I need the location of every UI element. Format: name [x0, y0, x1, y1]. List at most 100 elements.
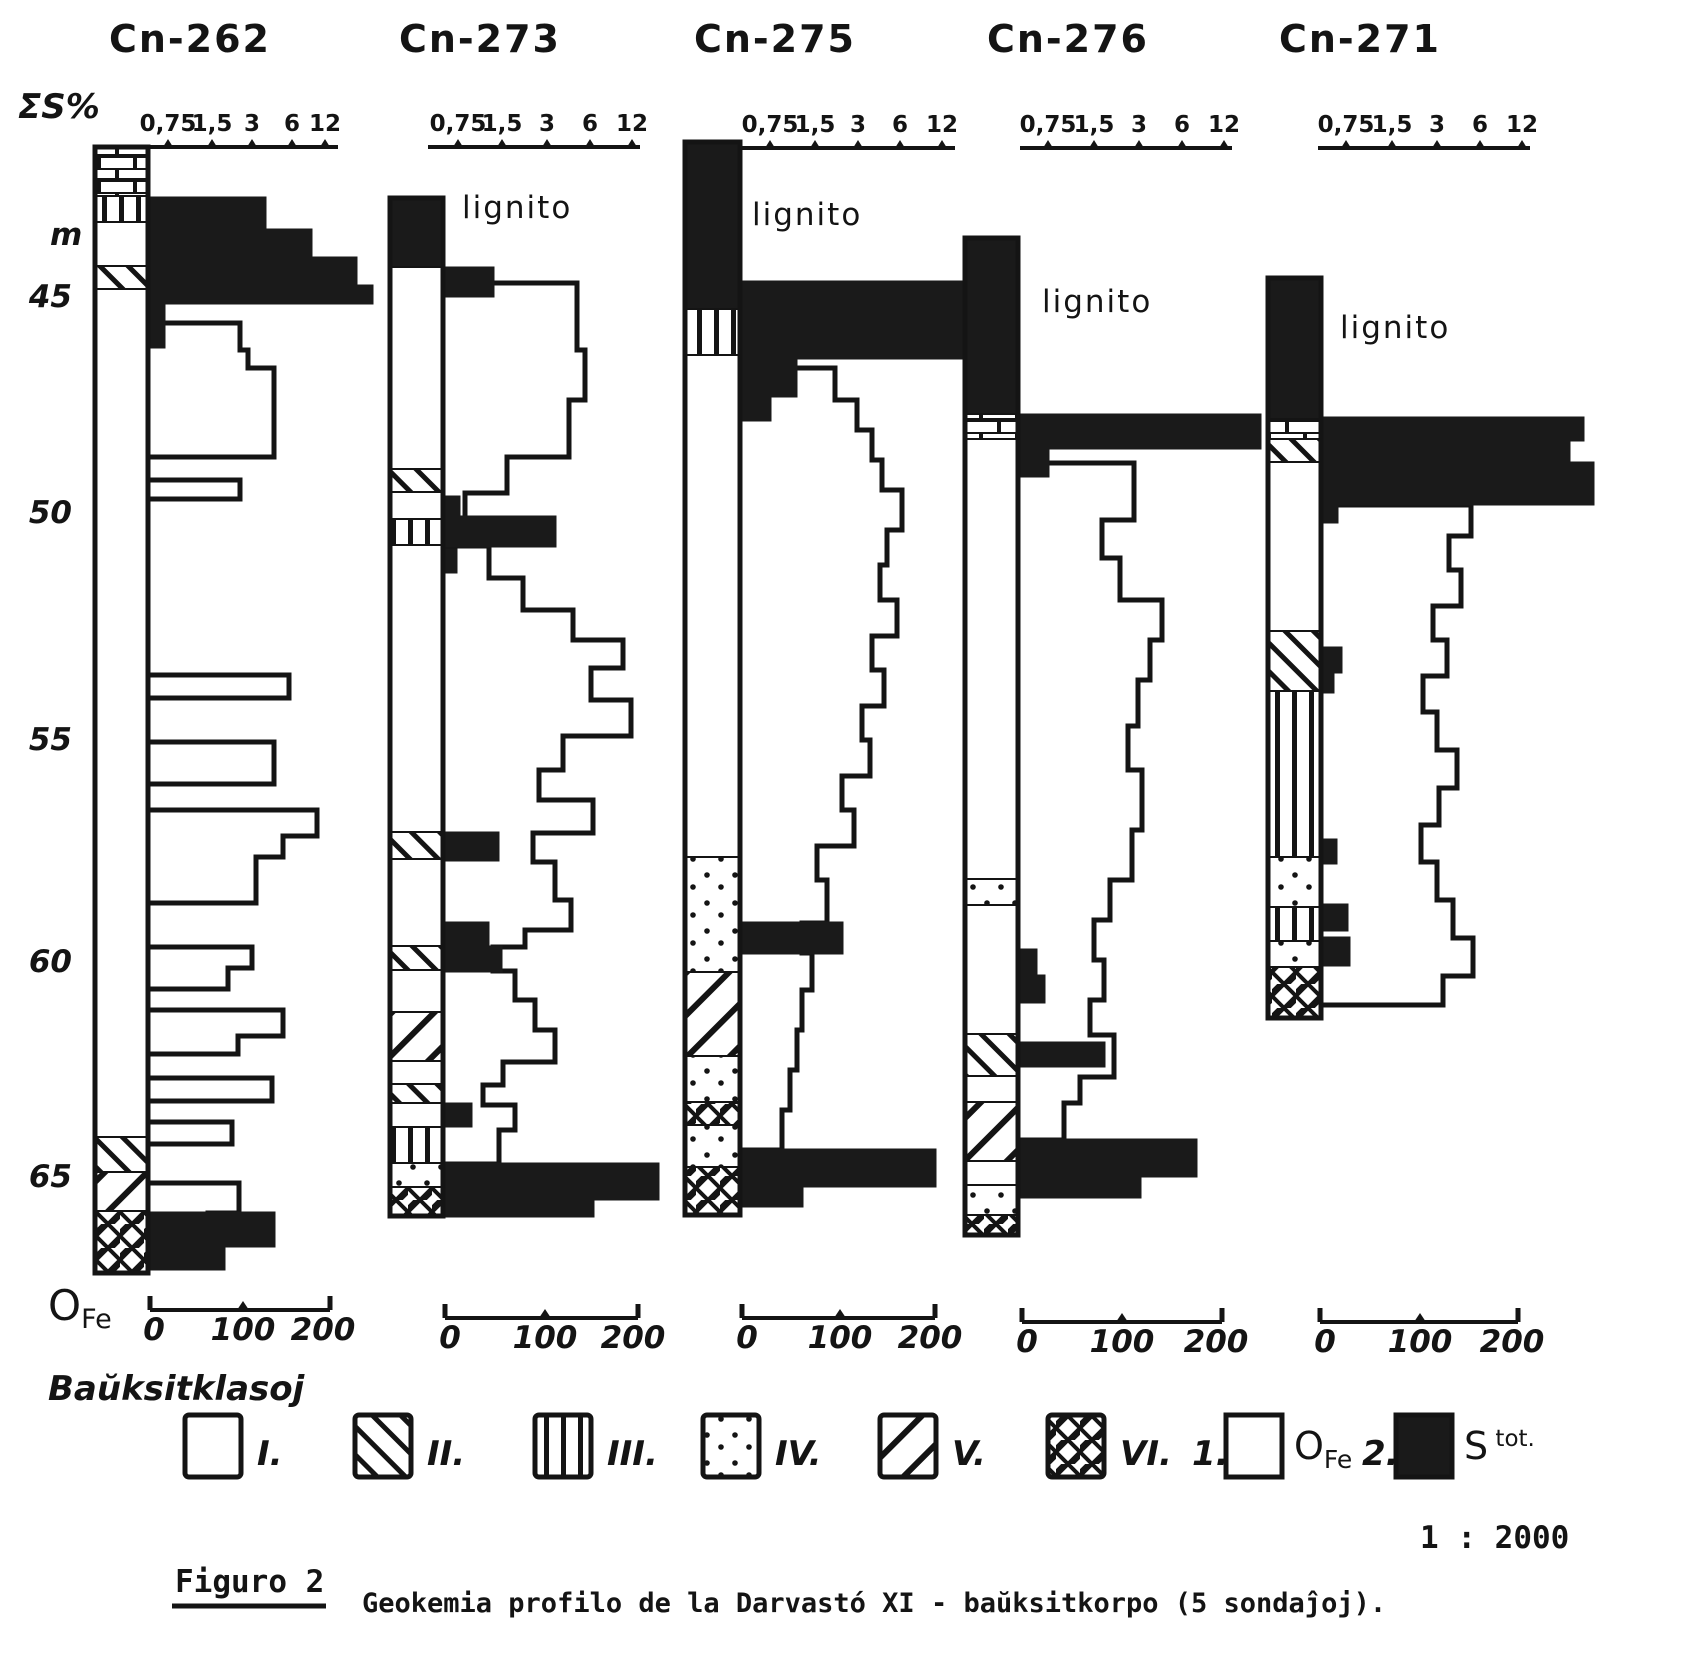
legend-series-number: 2.	[1362, 1434, 1399, 1474]
Cn-275-lith-V	[685, 973, 740, 1057]
Cn-276-lignito-label: lignito	[1042, 284, 1152, 320]
Cn-262-s-profile	[146, 196, 374, 349]
Cn-273-s-axis-tick-label: 12	[616, 111, 648, 137]
Cn-271-fe-axis-tick	[1414, 1313, 1426, 1322]
Cn-276-column-outline	[962, 235, 1021, 1238]
Cn-273-s-profile	[441, 495, 557, 548]
Cn-273-s-profile	[441, 1102, 473, 1128]
Cn-276-s-axis-tick	[1177, 140, 1187, 148]
Cn-273-s-axis-tick	[585, 139, 595, 147]
Cn-276-fe-axis-tick-label: 200	[1184, 1324, 1249, 1360]
Cn-275-s-axis-tick-label: 6	[892, 112, 908, 138]
Cn-275-lith-VI	[685, 1103, 740, 1126]
Cn-271-s-profile	[1319, 936, 1351, 967]
Cn-271-lith-IV	[1268, 942, 1321, 968]
legend-label-III: III.	[607, 1434, 658, 1474]
Cn-275-s-profile	[738, 921, 844, 955]
Cn-271-lith-black	[1268, 278, 1321, 420]
Cn-275-fe-axis-tick-label: 0	[736, 1320, 758, 1356]
legend-series-label: S tot.	[1464, 1424, 1535, 1468]
Cn-276-lith-V	[965, 1103, 1018, 1162]
Cn-276-fe-axis-tick	[1116, 1313, 1128, 1322]
Cn-275-lith-I	[685, 356, 740, 858]
Cn-262-s-axis-tick-label: 0,75	[140, 111, 197, 137]
Cn-262-fe-profile	[145, 1007, 286, 1057]
depth-label-60: 60	[29, 944, 72, 980]
Cn-273-s-axis: 0,751,5 3 6 12	[428, 111, 648, 149]
axes-layer: 0,751,5 3 6 120 100 2000,751,5 3 6 120 100 2000,75…	[140, 111, 1545, 1360]
legend-swatch-I	[182, 1412, 244, 1480]
Cn-262-s-axis-tick-label: 1,5	[192, 111, 233, 137]
Cn-273-lith-I	[390, 268, 443, 470]
Cn-275-lignito-label: lignito	[752, 197, 862, 233]
Cn-262-fe-profile	[145, 672, 292, 701]
Cn-275-s-axis-tick	[765, 140, 775, 148]
Cn-273-lith-II	[390, 1085, 443, 1104]
legend-label-I: I.	[257, 1434, 283, 1474]
Cn-262-s-axis-tick-label: 3	[244, 111, 260, 137]
ofe-axis-label: OFe	[48, 1281, 112, 1335]
Cn-262-s-axis-tick	[207, 139, 217, 147]
legend-item-II: II.	[352, 1412, 465, 1480]
Cn-273-lith-I	[390, 1062, 443, 1085]
legend-label-V: V.	[952, 1434, 986, 1474]
Cn-275-s-axis-tick-label: 1,5	[795, 112, 836, 138]
Cn-262-lith-II	[95, 267, 148, 290]
figure-caption: Geokemia profilo de la Darvastó XI - baŭ…	[362, 1588, 1386, 1619]
Cn-271-s-axis-tick	[1432, 140, 1442, 148]
Cn-275-s-axis-tick	[895, 140, 905, 148]
Cn-273-lith-I	[390, 546, 443, 833]
legend-label-IV: IV.	[775, 1434, 822, 1474]
borehole-Cn-262-column	[92, 144, 151, 1276]
Cn-271-s-axis-tick-label: 1,5	[1372, 112, 1413, 138]
Cn-262-lith-I	[95, 223, 148, 267]
depth-label-45: 45	[28, 279, 72, 315]
map-scale-label: 1 : 2000	[1420, 1520, 1569, 1556]
Cn-273-fe-profile	[440, 543, 634, 1167]
Cn-262-s-axis-tick	[287, 139, 297, 147]
Cn-262-lith-brick	[95, 147, 148, 197]
Cn-262-lith-V	[95, 1173, 148, 1212]
Cn-273-lith-V	[390, 1013, 443, 1062]
legend-swatch-II	[352, 1412, 414, 1480]
Cn-271-fe-axis-tick-label: 200	[1480, 1324, 1545, 1360]
Cn-271-title: Cn-271	[1279, 17, 1441, 61]
Cn-275-fe-axis-tick-label: 100	[808, 1320, 873, 1356]
Cn-276-s-axis-tick	[1134, 140, 1144, 148]
Cn-273-lith-III	[390, 1128, 443, 1164]
Cn-262-fe-profile	[145, 1075, 275, 1104]
legend-series-number: 1.	[1192, 1434, 1229, 1474]
Cn-273-s-axis-tick-label: 6	[582, 111, 598, 137]
Cn-276-s-axis-tick	[1089, 140, 1099, 148]
Cn-276-s-axis-tick-label: 3	[1131, 112, 1147, 138]
Cn-273-column-outline	[387, 195, 446, 1219]
Cn-276-s-axis: 0,751,5 3 6 12	[1020, 112, 1240, 150]
Cn-273-lignito-label: lignito	[462, 190, 572, 226]
Cn-276-lith-I	[965, 906, 1018, 1035]
Cn-271-lith-III	[1268, 692, 1321, 858]
Cn-262-lith-III	[95, 197, 148, 223]
Cn-276-s-axis-tick-label: 0,75	[1020, 112, 1077, 138]
Cn-271-s-axis-tick-label: 6	[1472, 112, 1488, 138]
Cn-271-fe-profile	[1318, 502, 1476, 1008]
Cn-262-s-profile	[146, 1211, 276, 1271]
profiles-layer	[145, 196, 1595, 1271]
Cn-276-fe-profile	[1015, 460, 1165, 1143]
Cn-262-fe-profile	[145, 944, 255, 992]
legend-series-swatch-black	[1393, 1412, 1455, 1480]
figure-tag: Figuro 2	[175, 1564, 324, 1600]
legend-series-2.: 2. S tot.	[1362, 1412, 1535, 1480]
Cn-273-s-axis-tick-label: 1,5	[482, 111, 523, 137]
Cn-275-lith-black	[685, 142, 740, 310]
Cn-262-fe-axis-tick-label: 200	[291, 1312, 356, 1348]
legend-item-V: V.	[877, 1412, 986, 1480]
Cn-275-s-axis: 0,751,5 3 6 12	[742, 112, 958, 150]
Cn-276-fe-axis: 0 100 200	[1016, 1308, 1248, 1360]
Cn-273-s-profile	[441, 266, 495, 298]
legend-swatch-IV	[700, 1412, 762, 1480]
Cn-273-fe-axis-tick-label: 200	[601, 1320, 666, 1356]
Cn-271-s-axis-tick-label: 12	[1506, 112, 1538, 138]
Cn-275-s-axis-tick	[810, 140, 820, 148]
Cn-262-fe-axis-tick-label: 100	[211, 1312, 276, 1348]
